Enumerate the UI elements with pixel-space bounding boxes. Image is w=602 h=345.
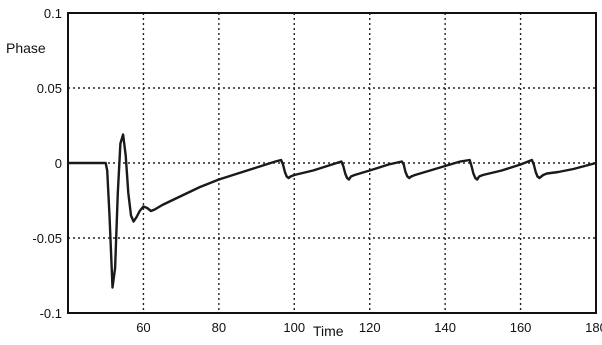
y-tick-label: -0.05 xyxy=(32,231,62,246)
y-axis-label: Phase xyxy=(6,40,46,56)
x-tick-label: 160 xyxy=(510,320,532,335)
x-tick-label: 60 xyxy=(136,320,150,335)
y-tick-label: -0.1 xyxy=(40,306,62,321)
x-tick-label: 80 xyxy=(212,320,226,335)
y-tick-label: 0.1 xyxy=(44,6,62,21)
series-line xyxy=(66,133,598,289)
x-tick-label: 100 xyxy=(283,320,305,335)
x-tick-label: 180 xyxy=(585,320,602,335)
y-tick-label: 0 xyxy=(55,156,62,171)
series-layer xyxy=(66,133,598,289)
x-tick-label: 120 xyxy=(359,320,381,335)
x-tick-label: 140 xyxy=(434,320,456,335)
x-axis-label: Time xyxy=(313,323,344,339)
grid-layer xyxy=(68,13,596,313)
plot-frame xyxy=(67,12,597,314)
y-tick-label: 0.05 xyxy=(37,81,62,96)
tick-layer: 60 80 100 120 140 160 180 -0.1 -0.05 0 0.05 0.1 xyxy=(32,6,602,335)
